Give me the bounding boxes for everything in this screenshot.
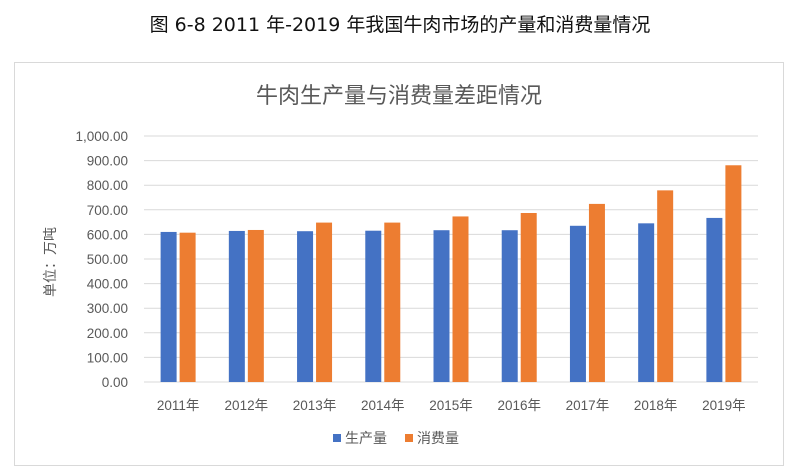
y-tick-label: 400.00 — [87, 277, 128, 292]
x-tick-label: 2016年 — [497, 398, 541, 413]
x-tick-label: 2018年 — [634, 398, 678, 413]
x-tick-labels: 2011年 2012年 2013年 2014年 2015年 2016年 2017年 2018年… — [157, 398, 746, 413]
bar-production — [365, 230, 382, 382]
gridlines — [144, 135, 758, 383]
x-tick-label: 2013年 — [293, 398, 337, 413]
y-tick-label: 1,000.00 — [75, 129, 128, 144]
bar-consumption — [725, 165, 742, 382]
bar-consumption — [316, 222, 333, 382]
y-tick-label: 500.00 — [87, 252, 128, 267]
y-tick-label: 700.00 — [87, 203, 128, 218]
x-tick-label: 2015年 — [429, 398, 473, 413]
y-tick-label: 0.00 — [102, 375, 128, 390]
legend-label-consumption: 消费量 — [417, 431, 459, 447]
x-tick-label: 2014年 — [361, 398, 405, 413]
bar-production — [160, 231, 177, 382]
y-tick-label: 100.00 — [87, 350, 128, 365]
x-tick-label: 2012年 — [225, 398, 269, 413]
x-tick-label: 2011年 — [157, 398, 200, 413]
y-tick-label: 900.00 — [87, 154, 128, 169]
bar-production — [638, 223, 655, 382]
legend-swatch-production — [333, 434, 341, 442]
bar-consumption — [520, 212, 537, 382]
bar-consumption — [384, 222, 401, 382]
bar-consumption — [452, 216, 469, 382]
legend-label-production: 生产量 — [345, 431, 387, 447]
legend: 生产量 消费量 — [333, 431, 459, 447]
bar-production — [228, 230, 245, 382]
bar-consumption — [179, 232, 196, 382]
y-tick-label: 800.00 — [87, 178, 128, 193]
y-tick-label: 600.00 — [87, 227, 128, 242]
bar-production — [433, 230, 450, 382]
bars — [160, 165, 742, 382]
bar-consumption — [588, 203, 605, 382]
y-tick-label: 200.00 — [87, 326, 128, 341]
chart-title: 牛肉生产量与消费量差距情况 — [256, 84, 542, 109]
bar-production — [297, 231, 314, 382]
figure-caption: 图 6-8 2011 年-2019 年我国牛肉市场的产量和消费量情况 — [149, 14, 651, 36]
bar-consumption — [657, 190, 674, 382]
bar-production — [569, 225, 586, 382]
bar-production — [706, 217, 723, 382]
bar-production — [501, 230, 518, 382]
bar-consumption — [247, 229, 264, 382]
y-tick-labels: 0.00 100.00 200.00 300.00 400.00 500.00 600.00… — [75, 129, 128, 390]
legend-swatch-consumption — [405, 434, 413, 442]
y-axis-label: 单位：万吨 — [43, 227, 59, 297]
x-tick-label: 2019年 — [702, 398, 746, 413]
y-tick-label: 300.00 — [87, 301, 128, 316]
x-tick-label: 2017年 — [566, 398, 610, 413]
